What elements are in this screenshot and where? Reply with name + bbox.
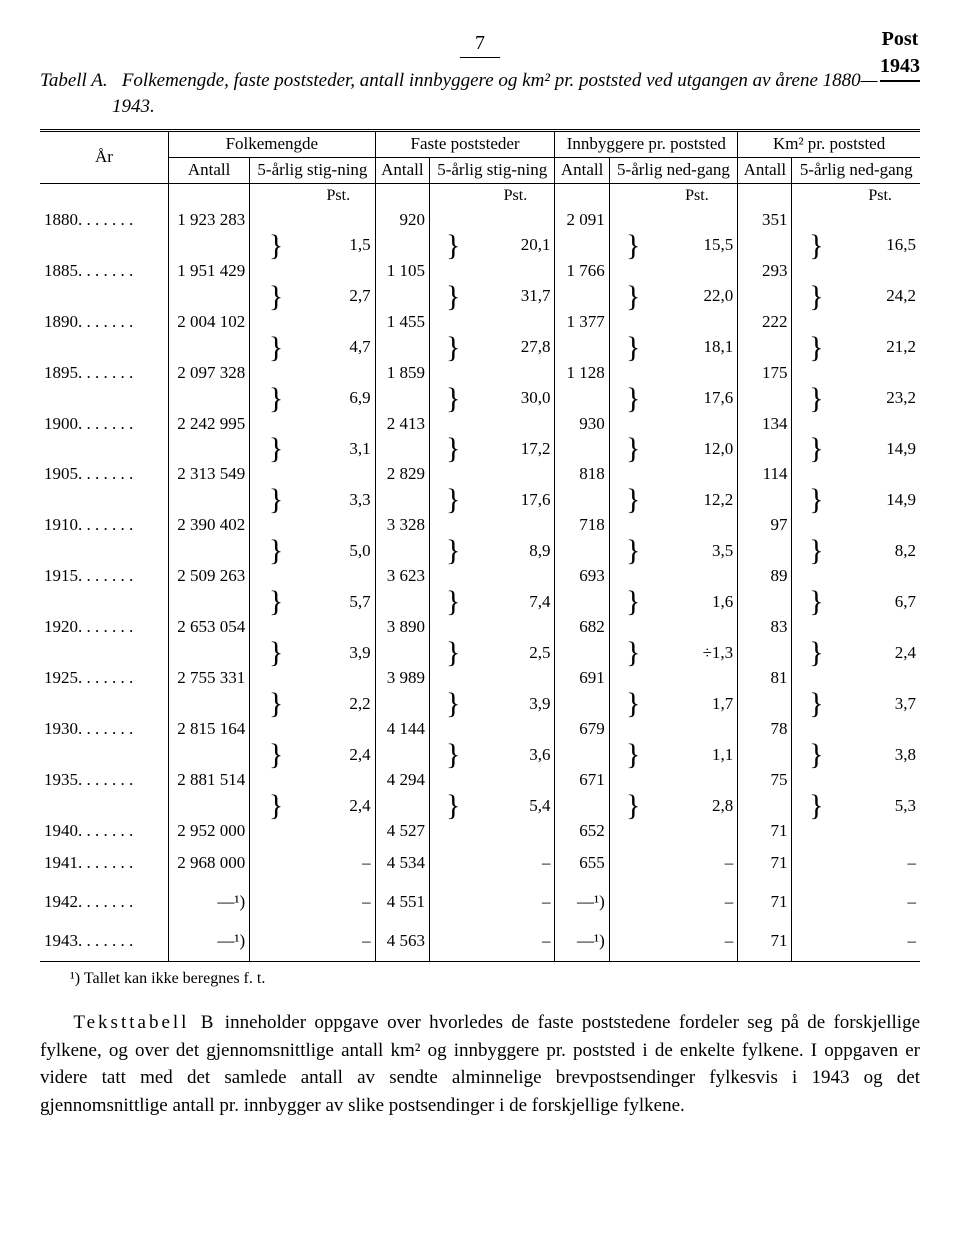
pst-row: Pst. Pst. Pst. Pst. [40,184,920,208]
footnote: ¹) Tallet kan ikke beregnes f. t. [70,968,920,990]
table-row: 1900. . . . . . .2 242 9952 413930134 [40,412,920,437]
table-row: }5,7}7,4}1,6}6,7 [40,589,920,615]
hdr-ned-3: 5-årlig ned-gang [609,158,737,184]
caption-label: Tabell A. [40,70,108,91]
table-row: 1941. . . . . . .2 968 000–4 534–655–71– [40,844,920,883]
table-row: 1880. . . . . . .1 923 2839202 091351 [40,208,920,233]
table-row: }2,4}3,6}1,1}3,8 [40,742,920,768]
table-row: 1943. . . . . . .—¹)–4 563–—¹)–71– [40,922,920,961]
table-row: 1940. . . . . . .2 952 0004 52765271 [40,819,920,844]
table-row: 1942. . . . . . .—¹)–4 551–—¹)–71– [40,883,920,922]
table-row: 1920. . . . . . .2 653 0543 89068283 [40,615,920,640]
hdr-grp3: Innbyggere pr. poststed [555,131,738,158]
table-row: 1935. . . . . . .2 881 5144 29467175 [40,768,920,793]
table-row: }2,2}3,9}1,7}3,7 [40,691,920,717]
table-row: }3,9}2,5}÷1,3}2,4 [40,640,920,666]
table-row: 1915. . . . . . .2 509 2633 62369389 [40,564,920,589]
pst-3: Pst. [657,184,738,208]
body-lead: Teksttabell B [73,1012,216,1033]
hdr-stig-2: 5-årlig stig-ning [429,158,554,184]
body-paragraph: Teksttabell B inneholder oppgave over hv… [40,1009,920,1119]
header-row-2: Antall 5-årlig stig-ning Antall 5-årlig … [40,158,920,184]
table-caption: Tabell A. Folkemengde, faste poststeder,… [40,68,920,119]
table-row: }6,9}30,0}17,6}23,2 [40,386,920,412]
hdr-grp4: Km² pr. poststed [738,131,920,158]
hdr-ned-4: 5-årlig ned-gang [792,158,920,184]
table-row: 1930. . . . . . .2 815 1644 14467978 [40,717,920,742]
pst-4: Pst. [840,184,920,208]
table-row: 1890. . . . . . .2 004 1021 4551 377222 [40,310,920,335]
table-a: År Folkemengde Faste poststeder Innbygge… [40,129,920,961]
badge-line1: Post [882,28,919,50]
corner-badge: Post 1943 [880,26,920,82]
table-row: }2,7}31,7}22,0}24,2 [40,284,920,310]
table-row: }1,5}20,1}15,5}16,5 [40,233,920,259]
table-row: 1910. . . . . . .2 390 4023 32871897 [40,513,920,538]
table-row: }4,7}27,8}18,1}21,2 [40,335,920,361]
hdr-stig-1: 5-årlig stig-ning [250,158,375,184]
hdr-antall-3: Antall [555,158,609,184]
hdr-grp1: Folkemengde [169,131,376,158]
table-row: 1885. . . . . . .1 951 4291 1051 766293 [40,259,920,284]
hdr-antall-2: Antall [375,158,429,184]
hdr-antall-1: Antall [169,158,250,184]
table-row: 1925. . . . . . .2 755 3313 98969181 [40,666,920,691]
table-row: 1895. . . . . . .2 097 3281 8591 128175 [40,361,920,386]
page-header: 7 Post 1943 [40,30,920,58]
header-row-1: År Folkemengde Faste poststeder Innbygge… [40,131,920,158]
table-row: }5,0}8,9}3,5}8,2 [40,538,920,564]
table-row: }3,1}17,2}12,0}14,9 [40,436,920,462]
pst-2: Pst. [476,184,555,208]
hdr-year: År [40,131,169,184]
caption-text: Folkemengde, faste poststeder, antall in… [112,70,878,117]
table-row: }2,4}5,4}2,8}5,3 [40,793,920,819]
badge-line2: 1943 [880,53,920,82]
pst-1: Pst. [302,184,375,208]
hdr-grp2: Faste poststeder [375,131,555,158]
table-row: 1905. . . . . . .2 313 5492 829818114 [40,462,920,487]
table-row: }3,3}17,6}12,2}14,9 [40,487,920,513]
page-number: 7 [460,30,500,58]
hdr-antall-4: Antall [738,158,792,184]
